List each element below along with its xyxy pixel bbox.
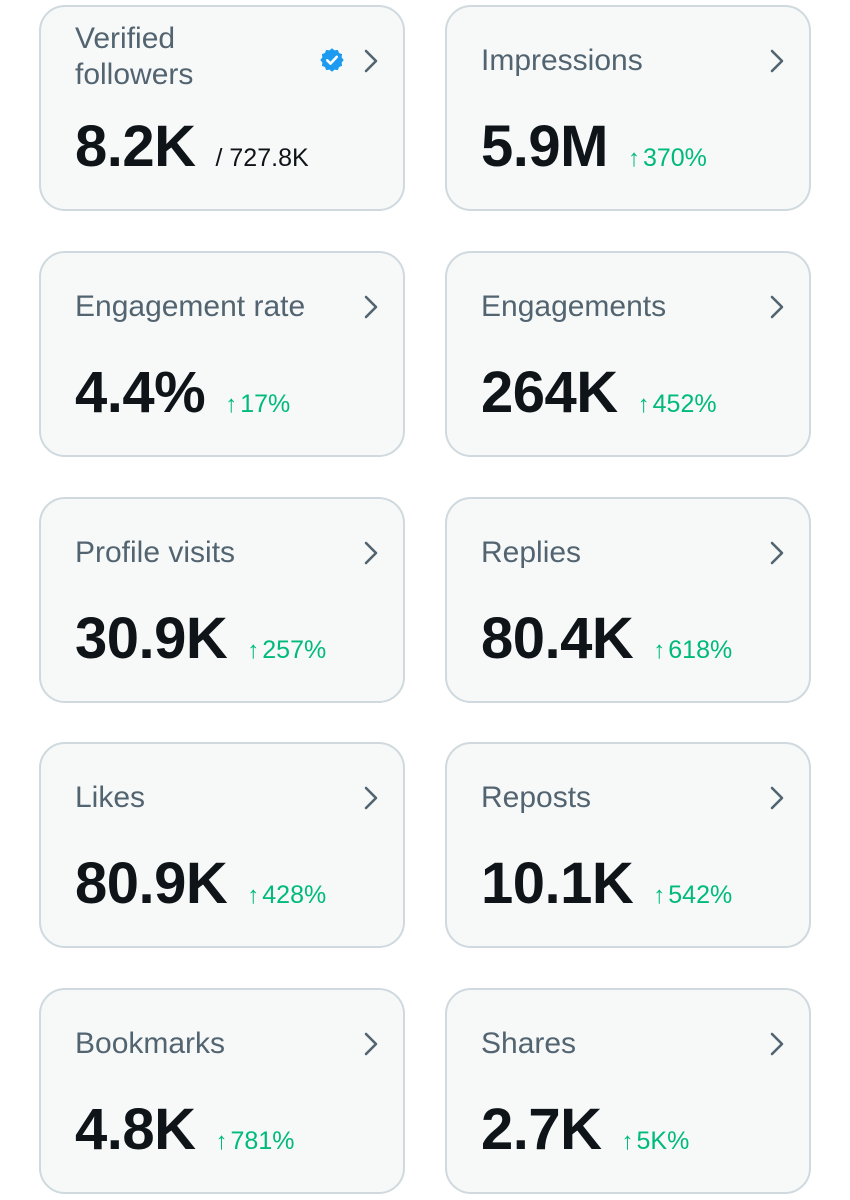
metric-title: Bookmarks xyxy=(75,1027,226,1060)
metric-value-row: 264K ↑ 452% xyxy=(481,361,717,425)
metric-change-value: 370% xyxy=(642,144,707,172)
metric-change-value: 452% xyxy=(652,390,717,418)
metric-card-engagements[interactable]: Engagements 264K ↑ 452% xyxy=(445,251,811,457)
metric-change-value: 542% xyxy=(668,881,733,909)
chevron-right-icon xyxy=(770,1032,784,1056)
metric-title: Engagement rate xyxy=(75,290,306,323)
metric-title: Shares xyxy=(481,1027,577,1060)
metric-card-bookmarks[interactable]: Bookmarks 4.8K ↑ 781% xyxy=(39,988,405,1194)
metric-title: Verified followers xyxy=(75,22,194,91)
metric-value: 80.9K xyxy=(75,851,228,916)
metric-change: ↑ 781% xyxy=(216,1127,295,1156)
metric-title: Likes xyxy=(75,781,146,814)
metric-value: 30.9K xyxy=(75,606,228,671)
metric-value: 8.2K xyxy=(75,114,196,179)
metric-value-row: 2.7K ↑ 5K% xyxy=(481,1098,689,1162)
chevron-right-icon xyxy=(770,49,784,73)
metric-title: Profile visits xyxy=(75,536,236,569)
metric-change: ↑ 452% xyxy=(638,390,717,419)
metric-total: / 727.8K xyxy=(215,144,309,172)
arrow-up-icon: ↑ xyxy=(247,882,260,909)
metric-card-impressions[interactable]: Impressions 5.9M ↑ 370% xyxy=(445,5,811,211)
arrow-up-icon: ↑ xyxy=(247,637,260,664)
chevron-right-icon xyxy=(770,541,784,565)
metric-change-value: 17% xyxy=(240,390,291,418)
arrow-up-icon: ↑ xyxy=(621,1128,634,1155)
metric-title: Impressions xyxy=(481,44,643,77)
chevron-right-icon xyxy=(770,786,784,810)
chevron-right-icon xyxy=(364,49,378,73)
metric-change: ↑ 542% xyxy=(653,881,732,910)
metric-change-value: 618% xyxy=(668,636,733,664)
arrow-up-icon: ↑ xyxy=(225,391,238,418)
metric-value: 10.1K xyxy=(481,851,634,916)
chevron-right-icon xyxy=(364,295,378,319)
metric-card-likes[interactable]: Likes 80.9K ↑ 428% xyxy=(39,742,405,948)
metric-change-value: 5K% xyxy=(636,1127,690,1155)
metric-value-row: 5.9M ↑ 370% xyxy=(481,115,707,179)
metric-value: 264K xyxy=(481,360,618,425)
metric-card-shares[interactable]: Shares 2.7K ↑ 5K% xyxy=(445,988,811,1194)
chevron-right-icon xyxy=(364,541,378,565)
metric-card-profile-visits[interactable]: Profile visits 30.9K ↑ 257% xyxy=(39,497,405,703)
chevron-right-icon xyxy=(770,295,784,319)
chevron-right-icon xyxy=(364,786,378,810)
metric-change: ↑ 257% xyxy=(247,636,326,665)
metric-title: Engagements xyxy=(481,290,667,323)
arrow-up-icon: ↑ xyxy=(627,145,640,172)
chevron-right-icon xyxy=(364,1032,378,1056)
metric-value: 2.7K xyxy=(481,1097,602,1162)
metric-change: ↑ 618% xyxy=(653,636,732,665)
metric-value-row: 8.2K / 727.8K xyxy=(75,115,309,179)
metric-card-reposts[interactable]: Reposts 10.1K ↑ 542% xyxy=(445,742,811,948)
metric-change-value: 428% xyxy=(262,881,327,909)
metric-value: 4.4% xyxy=(75,360,206,425)
metric-value-row: 10.1K ↑ 542% xyxy=(481,852,732,916)
metric-value: 5.9M xyxy=(481,114,608,179)
metric-title: Replies xyxy=(481,536,582,569)
metric-value-row: 30.9K ↑ 257% xyxy=(75,607,326,671)
arrow-up-icon: ↑ xyxy=(637,391,650,418)
arrow-up-icon: ↑ xyxy=(653,637,666,664)
metric-value: 4.8K xyxy=(75,1097,196,1162)
metric-change: ↑ 5K% xyxy=(622,1127,690,1156)
metric-change-value: 257% xyxy=(262,636,327,664)
metric-card-replies[interactable]: Replies 80.4K ↑ 618% xyxy=(445,497,811,703)
metric-change: ↑ 428% xyxy=(247,881,326,910)
metric-value-row: 4.4% ↑ 17% xyxy=(75,361,290,425)
metric-title: Reposts xyxy=(481,781,592,814)
verified-badge-icon xyxy=(320,48,344,72)
arrow-up-icon: ↑ xyxy=(215,1128,228,1155)
metric-value-row: 80.4K ↑ 618% xyxy=(481,607,732,671)
metric-change: ↑ 370% xyxy=(628,144,707,173)
metric-card-verified-followers[interactable]: Verified followers 8.2K / 727.8K xyxy=(39,5,405,211)
metric-card-engagement-rate[interactable]: Engagement rate 4.4% ↑ 17% xyxy=(39,251,405,457)
metric-value: 80.4K xyxy=(481,606,634,671)
arrow-up-icon: ↑ xyxy=(653,882,666,909)
metric-change-value: 781% xyxy=(230,1127,295,1155)
metric-change: ↑ 17% xyxy=(225,390,290,419)
metric-value-row: 80.9K ↑ 428% xyxy=(75,852,326,916)
metric-value-row: 4.8K ↑ 781% xyxy=(75,1098,294,1162)
